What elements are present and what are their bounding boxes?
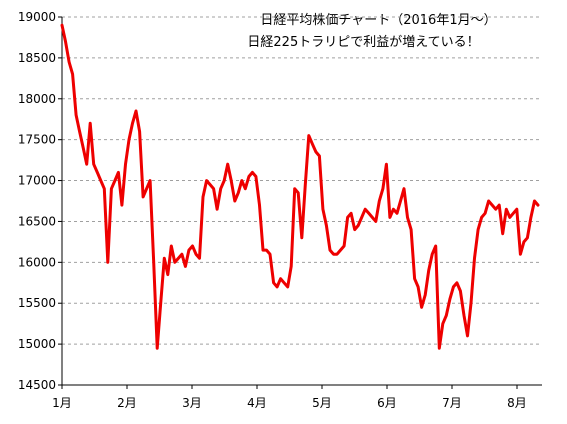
x-tick-label: 3月 [182, 396, 202, 410]
y-tick-label: 18000 [18, 92, 56, 106]
x-tick-label: 4月 [247, 396, 267, 410]
x-tick-label: 2月 [117, 396, 137, 410]
series-line [60, 23, 540, 350]
x-tick-label: 6月 [377, 396, 397, 410]
y-tick-label: 15000 [18, 337, 56, 351]
x-tick-label: 7月 [442, 396, 462, 410]
y-tick-label: 17500 [18, 133, 56, 147]
y-tick-label: 19000 [18, 10, 56, 24]
x-tick-label: 8月 [507, 396, 527, 410]
y-tick-label: 17000 [18, 174, 56, 188]
x-tick-label: 5月 [312, 396, 332, 410]
y-tick-label: 16500 [18, 214, 56, 228]
x-tick-label: 1月 [52, 396, 72, 410]
y-tick-label: 18500 [18, 51, 56, 65]
y-tick-label: 16000 [18, 255, 56, 269]
chart-subtitle: 日経225トラリピで利益が増えている！ [247, 35, 480, 50]
y-tick-label: 14500 [18, 378, 56, 392]
y-tick-label: 15500 [18, 296, 56, 310]
chart-title: 日経平均株価チャート（2016年1月～） [260, 13, 497, 28]
